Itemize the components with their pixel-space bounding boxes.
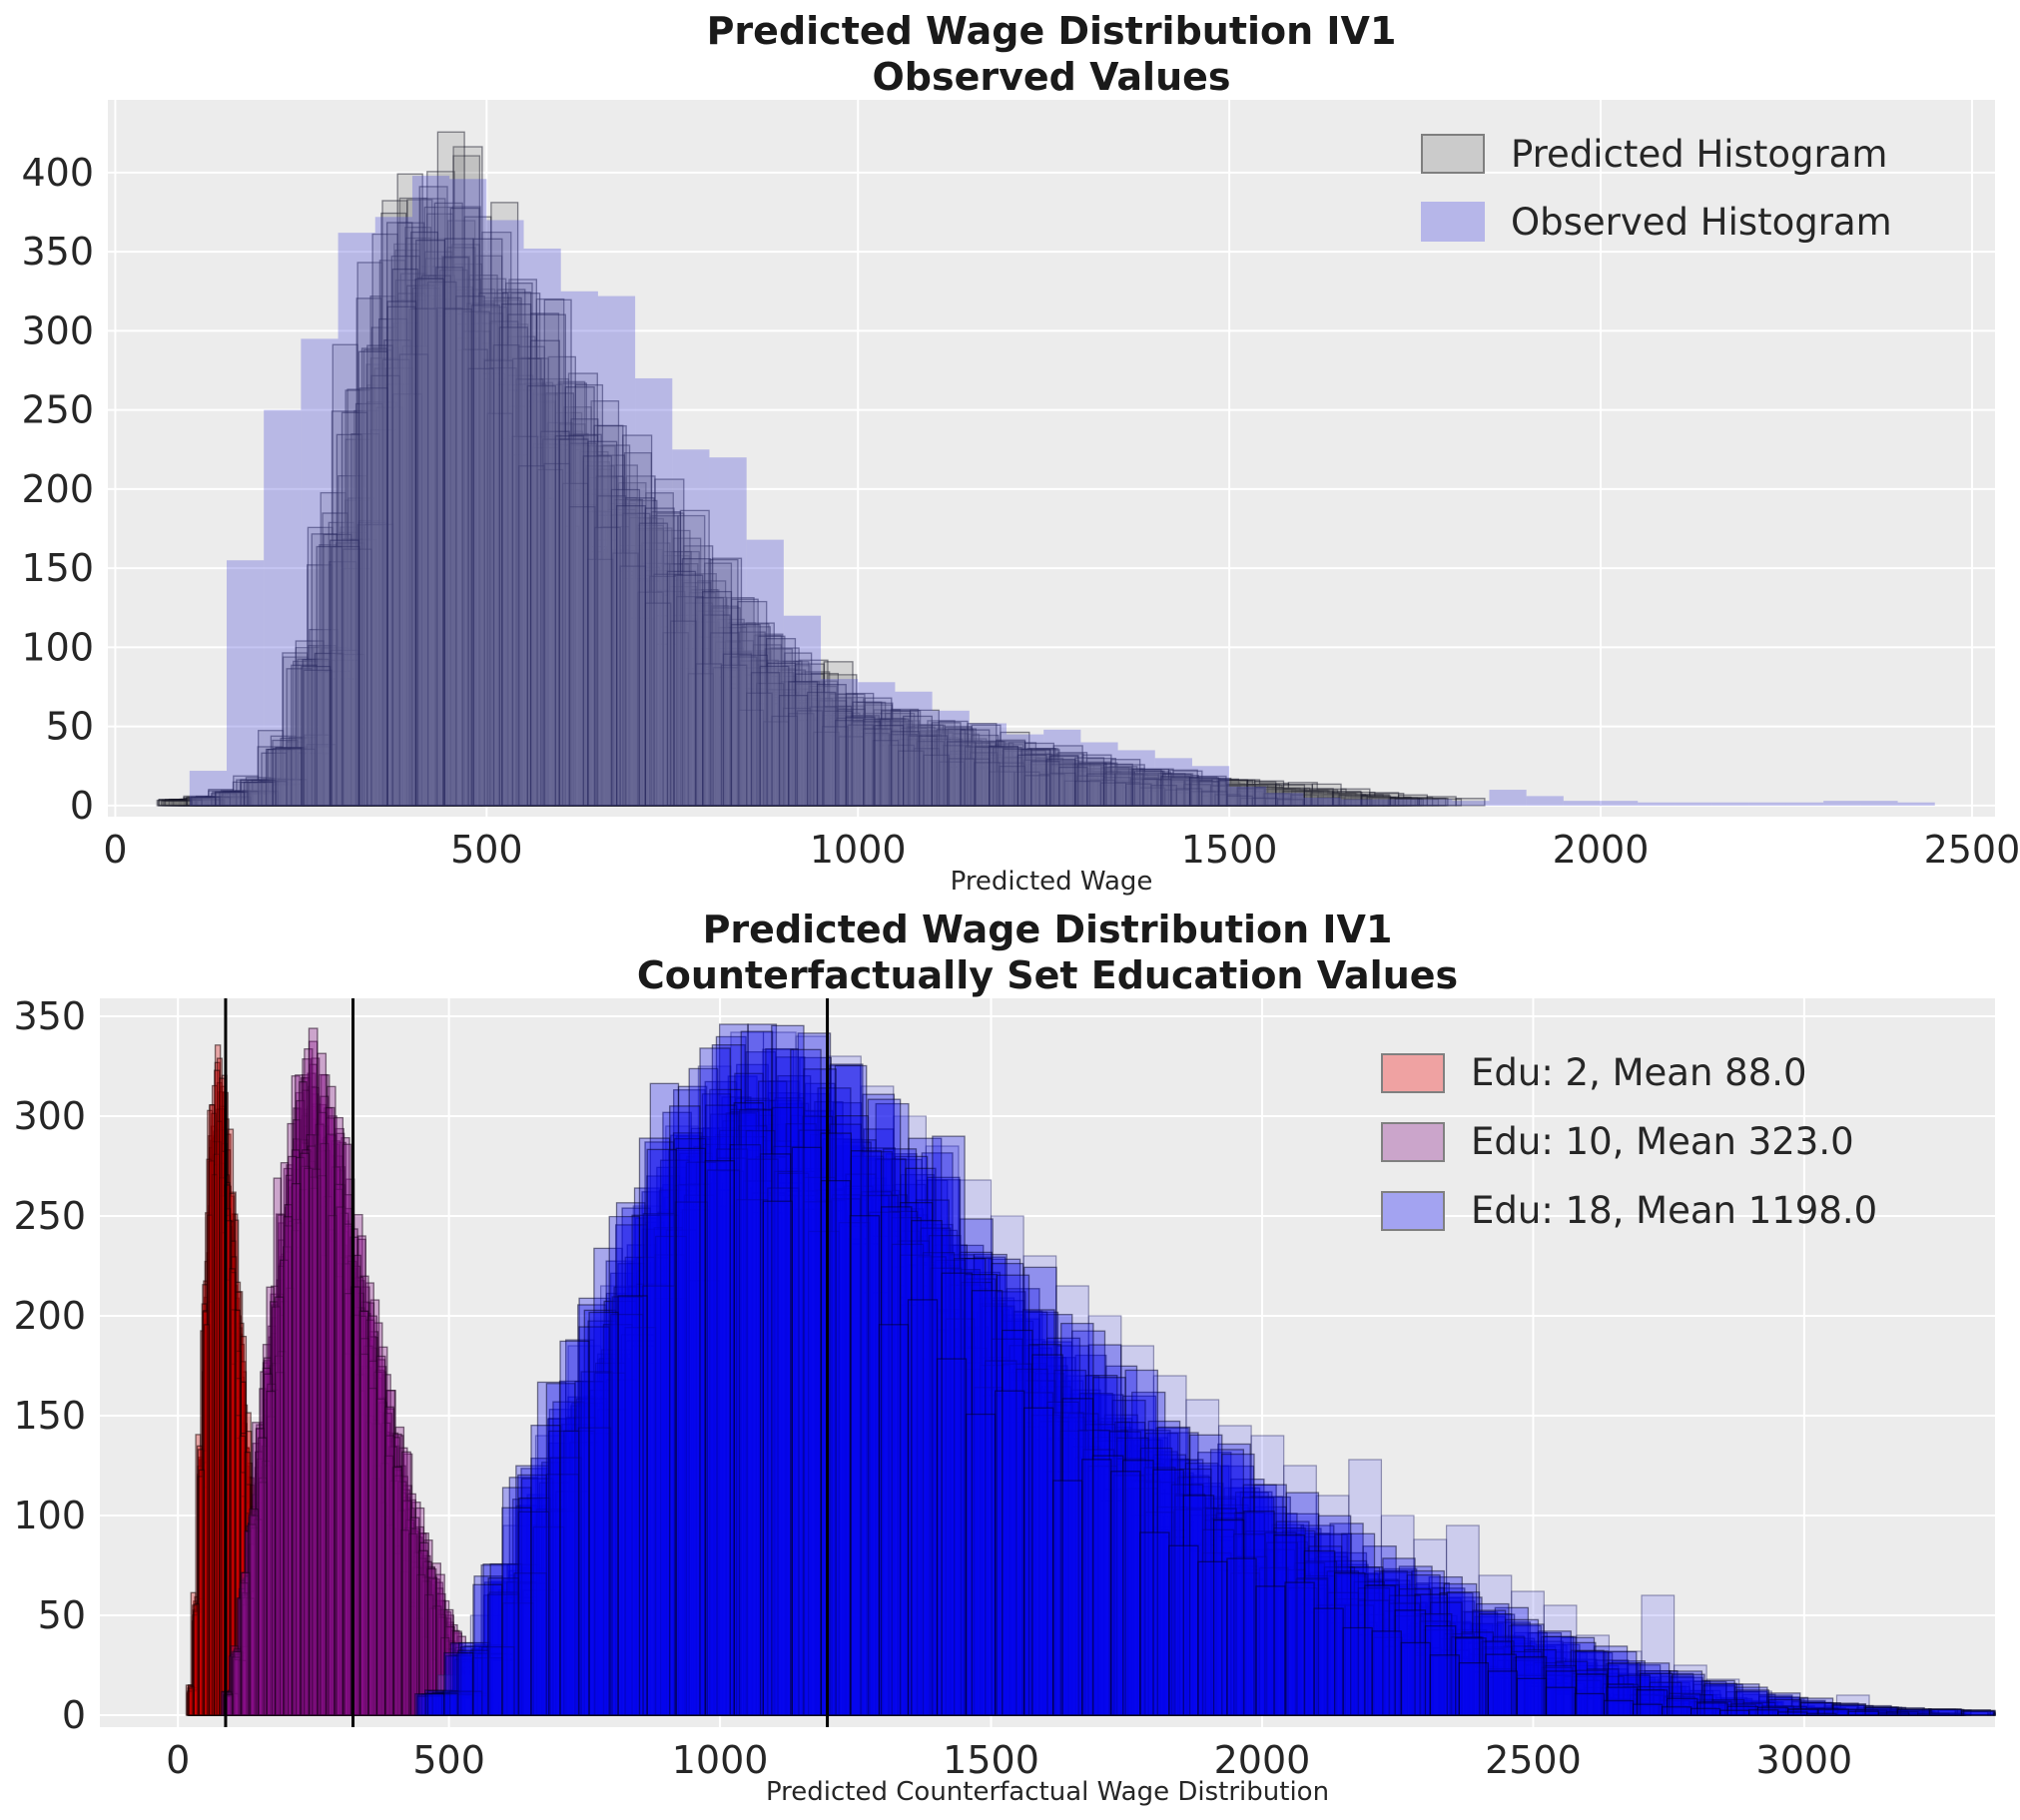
svg-text:2500: 2500	[1924, 828, 2020, 872]
svg-text:1000: 1000	[672, 1738, 769, 1782]
svg-text:50: 50	[38, 1593, 86, 1637]
svg-text:100: 100	[21, 625, 94, 669]
svg-text:150: 150	[21, 546, 94, 590]
top-chart-title-line2: Observed Values	[872, 55, 1231, 99]
svg-text:0: 0	[70, 784, 94, 828]
edu10-label: Edu: 10, Mean 323.0	[1471, 1120, 1854, 1163]
svg-text:250: 250	[13, 1194, 86, 1238]
svg-text:1500: 1500	[1181, 828, 1278, 872]
legend-item-edu10: Edu: 10, Mean 323.0	[1381, 1107, 1877, 1176]
legend-item-edu18: Edu: 18, Mean 1198.0	[1381, 1176, 1877, 1245]
svg-text:500: 500	[450, 828, 523, 872]
svg-text:300: 300	[13, 1094, 86, 1138]
top-chart-xlabel: Predicted Wage	[950, 867, 1153, 897]
svg-text:350: 350	[13, 994, 86, 1038]
svg-text:400: 400	[21, 151, 94, 195]
bottom-chart-title: Predicted Wage Distribution IV1 Counterf…	[100, 907, 1995, 998]
observed-histogram-label: Observed Histogram	[1511, 200, 1892, 244]
predicted-histogram-swatch	[1421, 134, 1485, 174]
edu18-swatch	[1381, 1190, 1445, 1231]
svg-text:150: 150	[13, 1394, 86, 1438]
edu2-swatch	[1381, 1052, 1445, 1093]
svg-text:2500: 2500	[1485, 1738, 1582, 1782]
predicted-histogram-label: Predicted Histogram	[1511, 132, 1888, 176]
svg-text:200: 200	[13, 1294, 86, 1338]
bottom-chart-legend: Edu: 2, Mean 88.0 Edu: 10, Mean 323.0 Ed…	[1381, 1038, 1877, 1245]
svg-text:50: 50	[46, 705, 94, 749]
bottom-chart-xlabel: Predicted Counterfactual Wage Distributi…	[765, 1777, 1330, 1807]
bottom-chart-title-line1: Predicted Wage Distribution IV1	[702, 908, 1393, 951]
legend-item-edu2: Edu: 2, Mean 88.0	[1381, 1038, 1877, 1107]
top-chart-title-line1: Predicted Wage Distribution IV1	[706, 9, 1397, 53]
svg-text:1000: 1000	[810, 828, 907, 872]
svg-text:300: 300	[21, 308, 94, 352]
top-chart-title: Predicted Wage Distribution IV1 Observed…	[108, 8, 1995, 100]
bottom-chart-title-line2: Counterfactually Set Education Values	[636, 953, 1459, 997]
top-chart-legend: Predicted Histogram Observed Histogram	[1421, 120, 1892, 256]
svg-text:2000: 2000	[1553, 828, 1650, 872]
svg-text:0: 0	[166, 1738, 190, 1782]
svg-text:350: 350	[21, 230, 94, 274]
svg-text:0: 0	[62, 1693, 86, 1737]
edu2-label: Edu: 2, Mean 88.0	[1471, 1051, 1807, 1094]
svg-text:100: 100	[13, 1494, 86, 1537]
legend-item-observed: Observed Histogram	[1421, 188, 1892, 256]
svg-text:200: 200	[21, 467, 94, 511]
svg-text:2000: 2000	[1214, 1738, 1311, 1782]
svg-text:500: 500	[412, 1738, 485, 1782]
svg-text:250: 250	[21, 388, 94, 432]
legend-item-predicted: Predicted Histogram	[1421, 120, 1892, 188]
edu18-label: Edu: 18, Mean 1198.0	[1471, 1189, 1878, 1232]
svg-text:0: 0	[103, 828, 127, 872]
svg-text:3000: 3000	[1756, 1738, 1853, 1782]
observed-histogram-swatch	[1421, 202, 1485, 242]
edu10-swatch	[1381, 1121, 1445, 1162]
svg-text:1500: 1500	[943, 1738, 1039, 1782]
